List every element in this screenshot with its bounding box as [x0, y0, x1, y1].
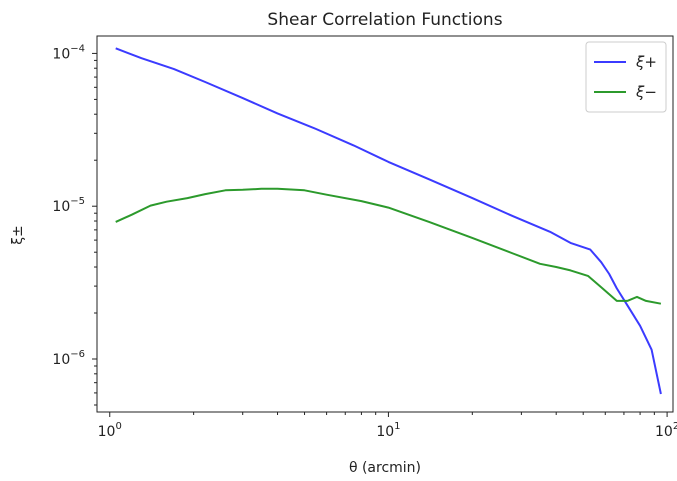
- legend-label: ξ−: [635, 83, 657, 101]
- y-tick-label: 10−5: [52, 196, 85, 215]
- x-tick-label: 101: [376, 421, 400, 440]
- legend-box: [585, 41, 667, 113]
- legend-label: ξ+: [635, 53, 657, 71]
- x-tick-label: 102: [655, 421, 677, 440]
- y-axis-ticks: 10−6 10−5 10−4: [52, 43, 97, 406]
- series-line-xi-plus: [115, 47, 662, 395]
- series-line-xi-minus: [115, 187, 662, 305]
- plot-frame: [96, 35, 674, 413]
- x-axis-label: θ (arcmin): [349, 460, 421, 476]
- y-tick-label: 10−4: [52, 43, 85, 62]
- x-axis-ticks: 100 101 102: [98, 412, 677, 440]
- legend: ξ+ ξ−: [585, 41, 667, 113]
- y-axis-label: ξ±: [10, 225, 26, 245]
- series-layer: [115, 47, 662, 395]
- chart-title: Shear Correlation Functions: [267, 10, 502, 30]
- y-tick-label: 10−6: [52, 349, 85, 368]
- x-tick-label: 100: [98, 421, 122, 440]
